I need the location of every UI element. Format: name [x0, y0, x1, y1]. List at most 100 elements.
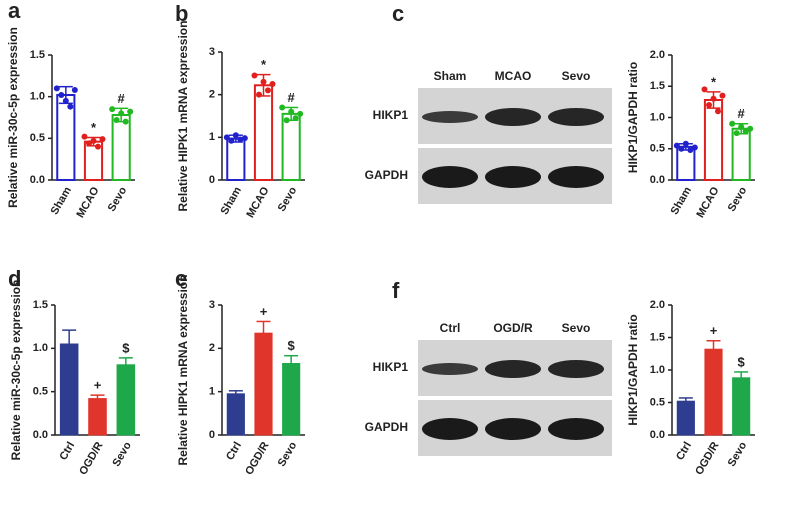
annotation: # [288, 90, 296, 105]
y-tick-label: 1.5 [650, 331, 665, 343]
blot-band [485, 108, 541, 126]
x-tick-label: MCAO [694, 185, 721, 220]
y-tick-label: 3 [209, 46, 215, 58]
annotation: * [711, 74, 717, 89]
blot-band [548, 166, 604, 188]
y-tick-label: 1.0 [650, 111, 665, 123]
x-tick-label: OGD/R [77, 440, 105, 477]
annotation: # [118, 91, 126, 106]
y-axis-title: Relative miR-30c-5p expression [9, 280, 23, 461]
blot-band [422, 111, 478, 123]
blot-band [548, 108, 604, 126]
y-tick-label: 0.0 [30, 174, 45, 186]
row-label: GAPDH [365, 420, 408, 434]
panel-label: c [392, 1, 404, 26]
bar [704, 348, 723, 436]
annotation: # [738, 106, 746, 121]
x-tick-label: OGD/R [243, 440, 271, 477]
data-point [53, 85, 60, 92]
annotation: $ [738, 354, 746, 369]
data-point [58, 92, 65, 98]
x-tick-label: Sevo [276, 185, 300, 214]
data-point [62, 97, 69, 104]
y-tick-label: 1 [209, 131, 215, 143]
bar [111, 114, 131, 181]
x-tick-label: Sham [49, 185, 74, 217]
y-axis-title: HIKP1/GAPDH ratio [626, 62, 640, 173]
data-point [678, 145, 685, 152]
blot-band [485, 418, 541, 440]
data-point [269, 81, 276, 87]
data-point [297, 110, 304, 117]
x-tick-label: MCAO [244, 185, 271, 220]
panel-label: a [8, 0, 21, 23]
x-tick-label: Sevo [110, 440, 134, 469]
data-point [710, 95, 717, 102]
x-tick-label: Sevo [106, 185, 130, 214]
data-point [67, 103, 74, 110]
bar [88, 398, 107, 436]
data-point [733, 130, 740, 137]
data-point [232, 132, 239, 139]
x-tick-label: Ctrl [674, 440, 694, 462]
x-tick-label: Sham [669, 185, 694, 217]
data-point [742, 128, 749, 135]
y-tick-label: 0 [209, 174, 215, 186]
data-point [673, 142, 680, 149]
bar [253, 84, 274, 181]
lane-label: Ctrl [440, 321, 461, 335]
bar [226, 393, 245, 436]
y-tick-label: 0.5 [33, 386, 48, 398]
y-tick-label: 1.5 [33, 299, 48, 311]
x-tick-label: Sham [219, 185, 244, 217]
blot-band [422, 418, 478, 440]
data-point [256, 91, 262, 98]
y-axis-title: Relative miR-30c-5p expression [6, 27, 20, 208]
annotation: + [94, 378, 102, 393]
data-point [265, 87, 271, 94]
y-tick-label: 1 [209, 386, 215, 398]
y-tick-label: 1.0 [650, 364, 665, 376]
data-point [288, 108, 295, 115]
data-point [237, 136, 244, 143]
y-tick-label: 2 [209, 342, 215, 354]
blot-band [485, 166, 541, 188]
data-point [109, 106, 116, 113]
y-tick-label: 0 [209, 429, 215, 441]
blot-band [422, 363, 478, 375]
bar [731, 127, 751, 181]
data-point [122, 118, 129, 125]
data-point [127, 108, 134, 115]
data-point [701, 86, 708, 93]
lane-label: Sham [434, 69, 467, 83]
row-label: GAPDH [365, 168, 408, 182]
data-point [747, 125, 754, 132]
annotation: * [261, 57, 267, 72]
x-tick-label: Sevo [726, 440, 750, 469]
bar [281, 112, 301, 181]
annotation: + [710, 323, 718, 338]
y-tick-label: 0.5 [650, 143, 665, 155]
data-point [113, 117, 120, 123]
data-point [228, 137, 235, 144]
x-tick-label: Ctrl [224, 440, 244, 462]
blot-band [548, 360, 604, 378]
annotation: + [260, 304, 268, 319]
x-tick-label: OGD/R [693, 440, 721, 477]
y-tick-label: 2 [209, 89, 215, 101]
y-tick-label: 0.0 [33, 429, 48, 441]
data-point [99, 136, 106, 143]
bar [676, 400, 695, 436]
y-tick-label: 3 [209, 299, 215, 311]
annotation: $ [122, 340, 130, 355]
y-axis-title: Relative HIPK1 mRNA expression [176, 21, 190, 212]
y-tick-label: 1.0 [30, 91, 45, 103]
data-point [279, 104, 286, 111]
bar [116, 364, 136, 436]
data-point [223, 134, 230, 141]
data-point [706, 102, 712, 108]
blot-band [422, 166, 478, 188]
data-point [118, 110, 125, 117]
y-tick-label: 1.5 [650, 80, 665, 92]
